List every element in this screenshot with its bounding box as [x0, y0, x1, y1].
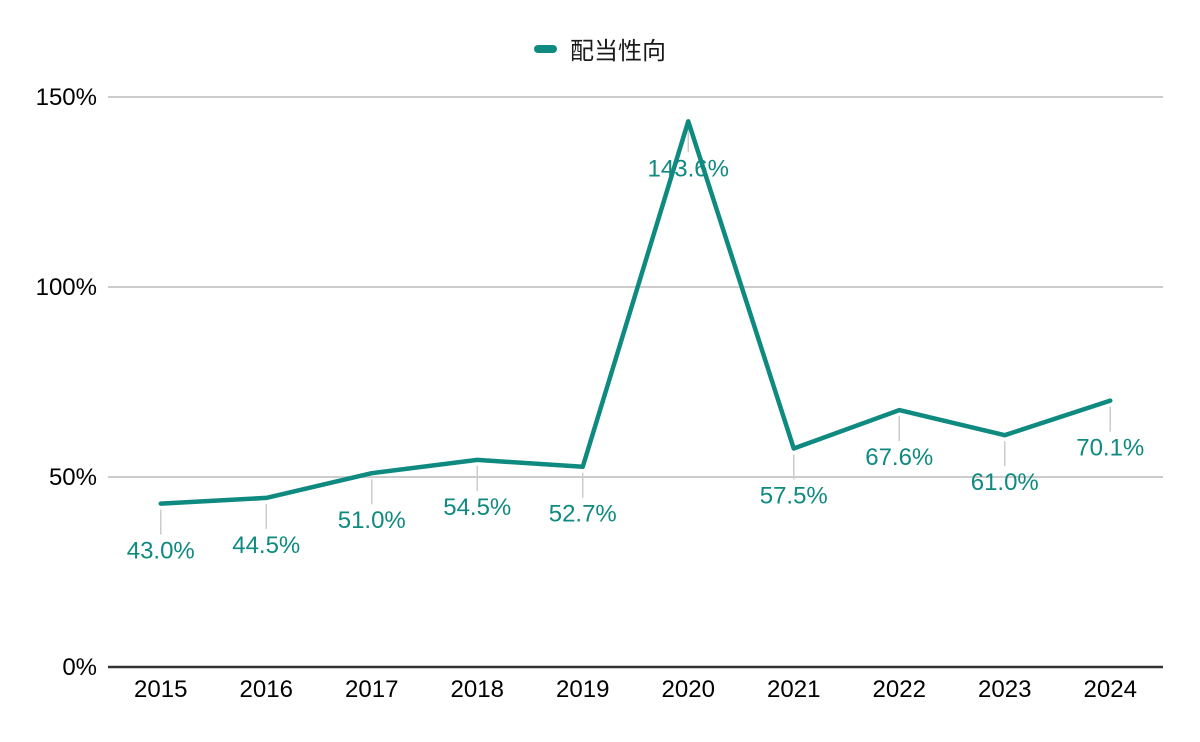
- data-label: 43.0%: [127, 538, 195, 565]
- y-tick-label: 0%: [62, 654, 97, 681]
- y-tick-label: 100%: [36, 274, 97, 301]
- data-label: 57.5%: [760, 483, 828, 510]
- legend-swatch: [534, 44, 557, 53]
- data-label: 143.6%: [648, 155, 729, 182]
- x-tick-label: 2018: [451, 676, 504, 703]
- x-tick-label: 2020: [662, 676, 715, 703]
- x-tick-label: 2017: [345, 676, 398, 703]
- x-tick-label: 2021: [767, 676, 820, 703]
- x-tick-label: 2019: [556, 676, 609, 703]
- data-label: 67.6%: [865, 444, 933, 471]
- x-tick-label: 2023: [978, 676, 1031, 703]
- x-tick-label: 2015: [134, 676, 187, 703]
- data-label: 61.0%: [971, 469, 1039, 496]
- x-tick-label: 2022: [873, 676, 926, 703]
- x-tick-label: 2024: [1084, 676, 1137, 703]
- y-tick-label: 50%: [49, 464, 97, 491]
- y-tick-label: 150%: [36, 84, 97, 111]
- data-label: 52.7%: [549, 501, 617, 528]
- data-label: 44.5%: [232, 532, 300, 559]
- data-label: 70.1%: [1076, 435, 1144, 462]
- legend-label: 配当性向: [570, 38, 666, 65]
- data-label: 51.0%: [338, 507, 406, 534]
- series-line[interactable]: [158, 119, 1113, 506]
- x-tick-label: 2016: [240, 676, 293, 703]
- data-label: 54.5%: [443, 494, 511, 521]
- legend-item[interactable]: 配当性向: [0, 31, 1200, 66]
